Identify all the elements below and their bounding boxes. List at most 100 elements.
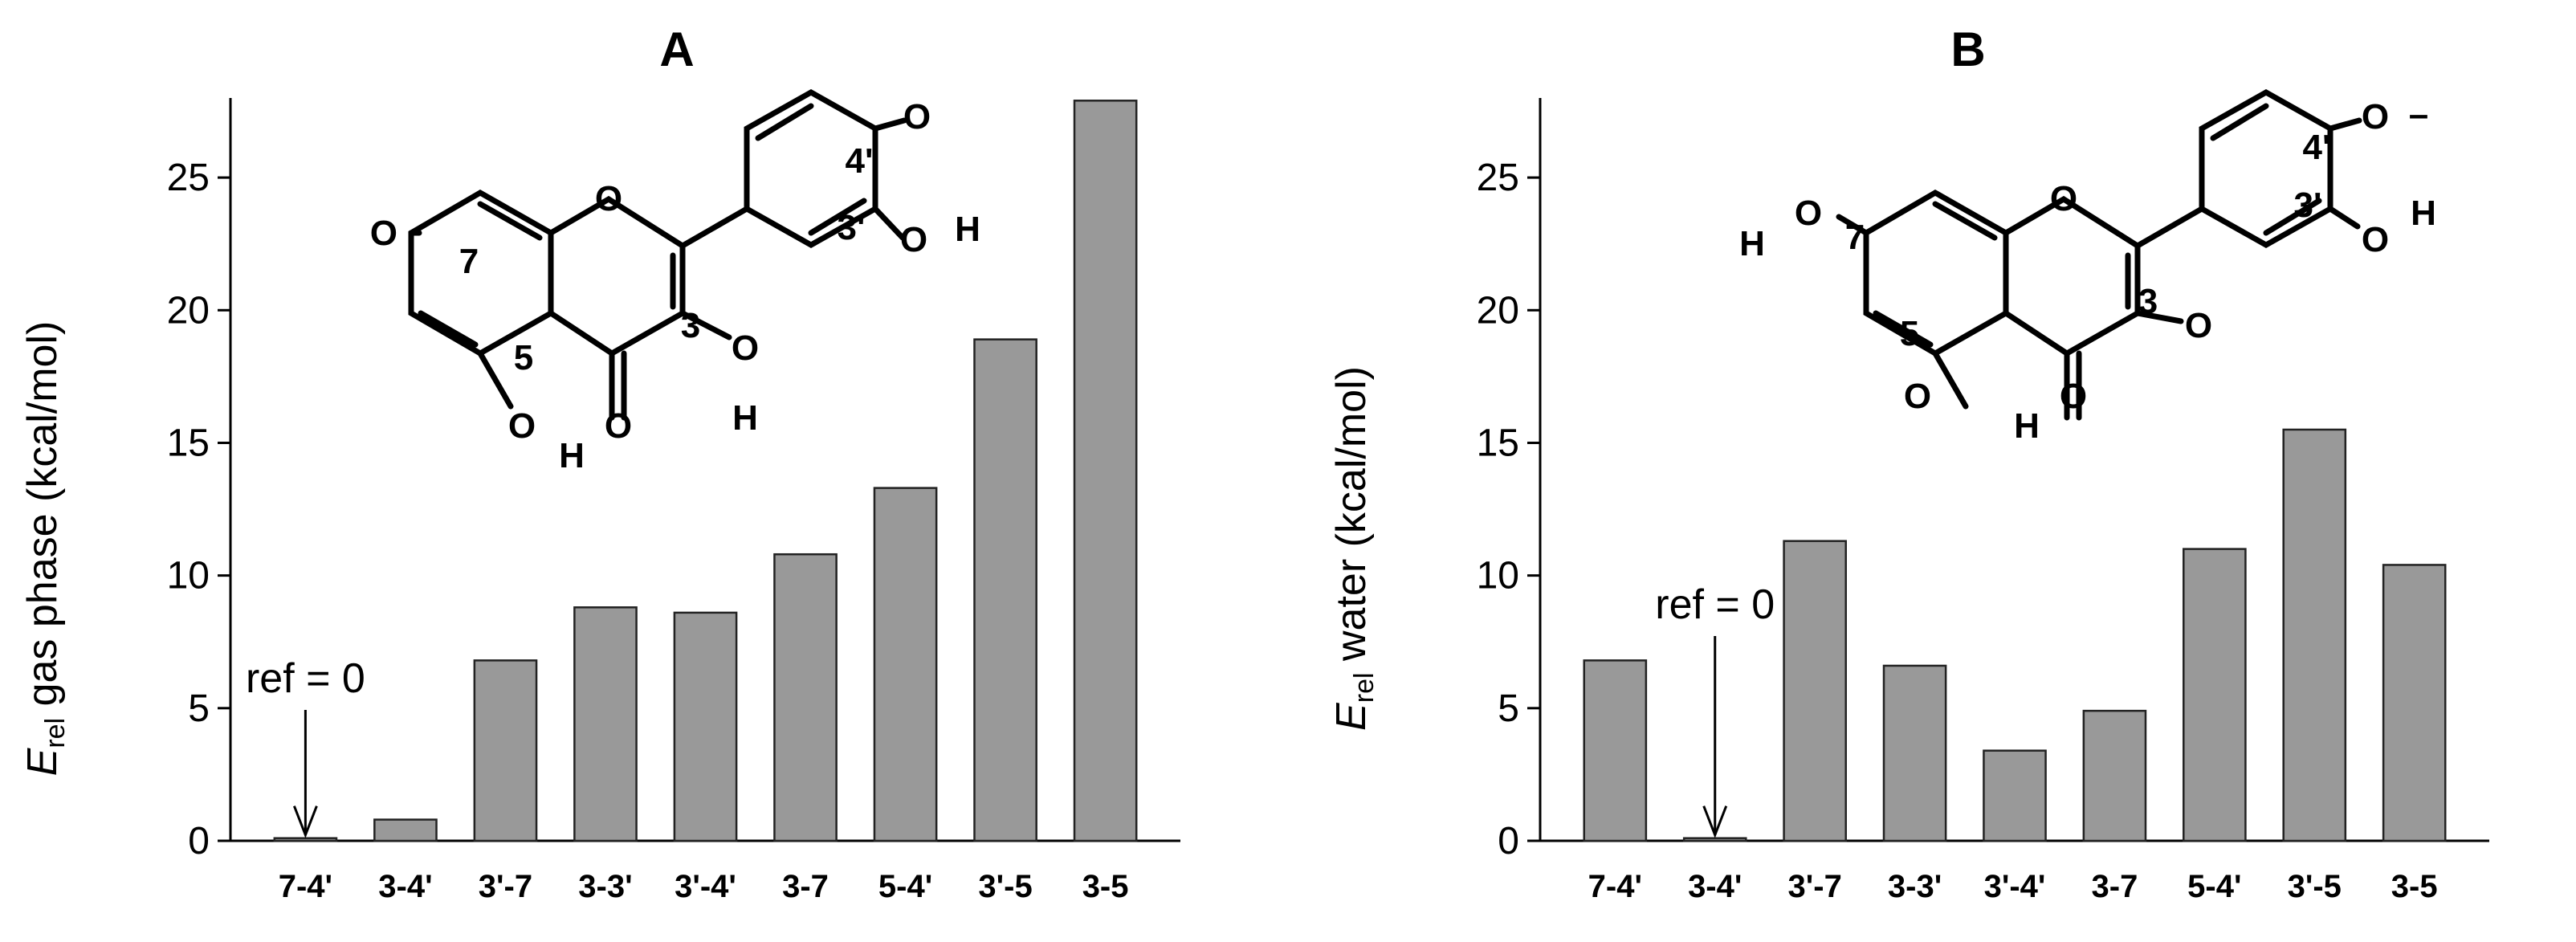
panel-b-bar [2183,548,2247,842]
panel-a-atom-o-ring-5: O [508,406,536,446]
panel-a-x-tick-label: 3'-5 [978,869,1032,904]
panel-b-y-axis-label-sub: rel [1349,672,1380,703]
panel-a-x-tick-label: 3-4' [378,869,432,904]
panel-a-ref-arrowhead [292,805,318,838]
panel-a-bar [1073,100,1138,842]
panel-a-x-tick-label: 3'-4' [675,869,736,904]
panel-a-bar [573,606,638,842]
panel-b-plot-area: 0 5 10 15 20 25 7-4' 3-4' 3'-7 3-3' 3'-4' 3-7 5-4' 3'… [1477,98,2489,904]
panel-a-molecule-structure [408,88,907,421]
panel-a-atom-h-3prime: H [955,210,980,249]
panel-a-atom-o-3prime: O [900,220,927,259]
panel-b-y-tick-label: 10 [1477,555,1519,597]
panel-a-y-tick-label: 15 [167,422,210,464]
panel-a: A Erel gas phase (kcal/mol) 0 5 10 15 20 25 7-… [19,22,1180,904]
panel-a-y-tick-label: 0 [188,820,210,862]
panel-a-position-7: 7 [459,242,479,281]
panel-b-y-tick-label: 0 [1498,820,1519,862]
panel-a-plot-area: 0 5 10 15 20 25 7-4' 3-4' 3'-7 3-3' 3'-4' 3-7 5-4' 3'… [167,98,1180,904]
panel-b-y-tick-label: 15 [1477,422,1519,464]
panel-a-y-tick-label: 20 [167,289,210,332]
panel-b-bar [1682,837,1747,842]
panel-a-atom-o-carbonyl: O [605,406,632,446]
panel-b-atom-h-7: H [1739,224,1765,263]
panel-b-ref-arrowhead [1702,805,1728,838]
panel-b-y-tick-label: 25 [1477,157,1519,199]
panel-a-position-3: 3 [681,306,700,345]
panel-a-title: A [659,22,694,76]
panel-b-y-tick-label: 20 [1477,289,1519,332]
panel-a-bar [773,553,838,842]
panel-b-y-axis-label-text: water (kcal/mol) [1328,366,1375,672]
panel-b-position-3prime: 3' [2294,186,2322,225]
panel-a-bar [673,611,738,842]
panel-b-molecule-structure [1836,88,2362,421]
panel-a-atom-o-3: O [732,328,759,368]
panel-b-bar [2082,709,2147,842]
panel-b-atom-o-ring: O [2050,179,2077,218]
panel-b-charge-minus: – [2409,95,2428,134]
panel-a-x-tick-label: 7-4' [279,869,332,904]
panel-a-bar [473,659,538,842]
panel-b-x-tick-label: 3-3' [1888,869,1942,904]
panel-a-atom-h-3: H [732,398,758,438]
panel-b-atom-o-5: O [1904,377,1931,416]
panel-b-x-tick-label: 3-4' [1688,869,1742,904]
panel-a-y-axis-label-sub: rel [40,718,71,748]
panel-a-molecule-labels: O O O O H H H 7 5 3 4' 3' O O O [370,97,980,475]
panel-a-x-tick-label: 3'-7 [479,869,532,904]
panel-a-y-tick-label: 25 [167,157,210,199]
panel-b-x-tick-label: 3'-5 [2288,869,2342,904]
panel-b-x-tick-label: 3'-4' [1984,869,2046,904]
panel-b-ref-annotation: ref = 0 [1655,581,1775,628]
panel-b-atom-o-3prime: O [2362,220,2389,259]
panel-b-atom-o-minus: O [2362,97,2389,137]
panel-b-molecule-labels: O O O O O H H H 7 5 3 4' 3' – O O [1739,95,2436,446]
panel-a-bar [973,338,1037,842]
panel-b-x-tick-label: 3-5 [2391,869,2438,904]
panel-a-bar [873,487,938,842]
panel-a-x-tick-label: 3-3' [578,869,632,904]
panel-a-atom-o-minus: O [370,214,397,253]
panel-b-position-5: 5 [1900,314,1919,353]
panel-a-position-5: 5 [514,338,533,377]
panel-b-atom-o-carbonyl: O [2060,377,2087,416]
panel-a-bar [373,818,438,842]
panel-a-y-tick-label: 10 [167,555,210,597]
panel-a-y-tick-label: 5 [188,687,210,730]
panel-a-y-axis-label: Erel gas phase (kcal/mol) [19,321,71,777]
panel-b-bar [1983,749,2047,842]
panel-b-y-axis-label-symbol: E [1328,702,1375,731]
panel-b-bar [1583,659,1648,842]
panel-b-position-3: 3 [2138,282,2158,321]
panel-b-y-tick-label: 5 [1498,687,1519,730]
panel-b-x-tick-label: 7-4' [1588,869,1642,904]
panel-a-y-axis-label-symbol: E [19,747,66,776]
panel-b-atom-o-7: O [1795,194,1822,233]
panel-a-ref-annotation: ref = 0 [246,655,365,702]
panel-b-atom-h-3prime: H [2411,194,2436,233]
panel-b-position-4prime: 4' [2303,128,2331,167]
panel-a-y-axis-label-text: gas phase (kcal/mol) [19,321,66,718]
panel-b-bar [2382,564,2447,842]
panel-b-bar [2282,428,2347,842]
panel-b: B Erel water (kcal/mol) 0 5 10 15 20 25 7-4' 3-… [1328,22,2489,904]
panel-a-x-tick-label: 5-4' [878,869,932,904]
panel-b-atom-h-5: H [2014,406,2040,446]
panel-a-atom-h-5: H [559,436,585,475]
panel-b-bar [1783,540,1847,842]
panel-b-position-7: 7 [1845,218,1865,257]
panel-b-x-tick-label: 3'-7 [1787,869,1841,904]
panel-b-title: B [1950,22,1985,76]
panel-b-x-tick-label: 5-4' [2187,869,2241,904]
panel-a-atom-o-ring: O [595,179,622,218]
panel-a-position-4prime: 4' [846,141,874,181]
panel-b-bar [1882,664,1947,842]
panel-a-position-3prime: 3' [838,208,866,247]
panel-a-x-tick-label: 3-7 [782,869,829,904]
panel-a-x-tick-label: 3-5 [1082,869,1129,904]
panel-b-x-tick-label: 3-7 [2092,869,2138,904]
panel-b-y-axis-label: Erel water (kcal/mol) [1328,366,1380,731]
panel-a-bar [273,837,338,842]
